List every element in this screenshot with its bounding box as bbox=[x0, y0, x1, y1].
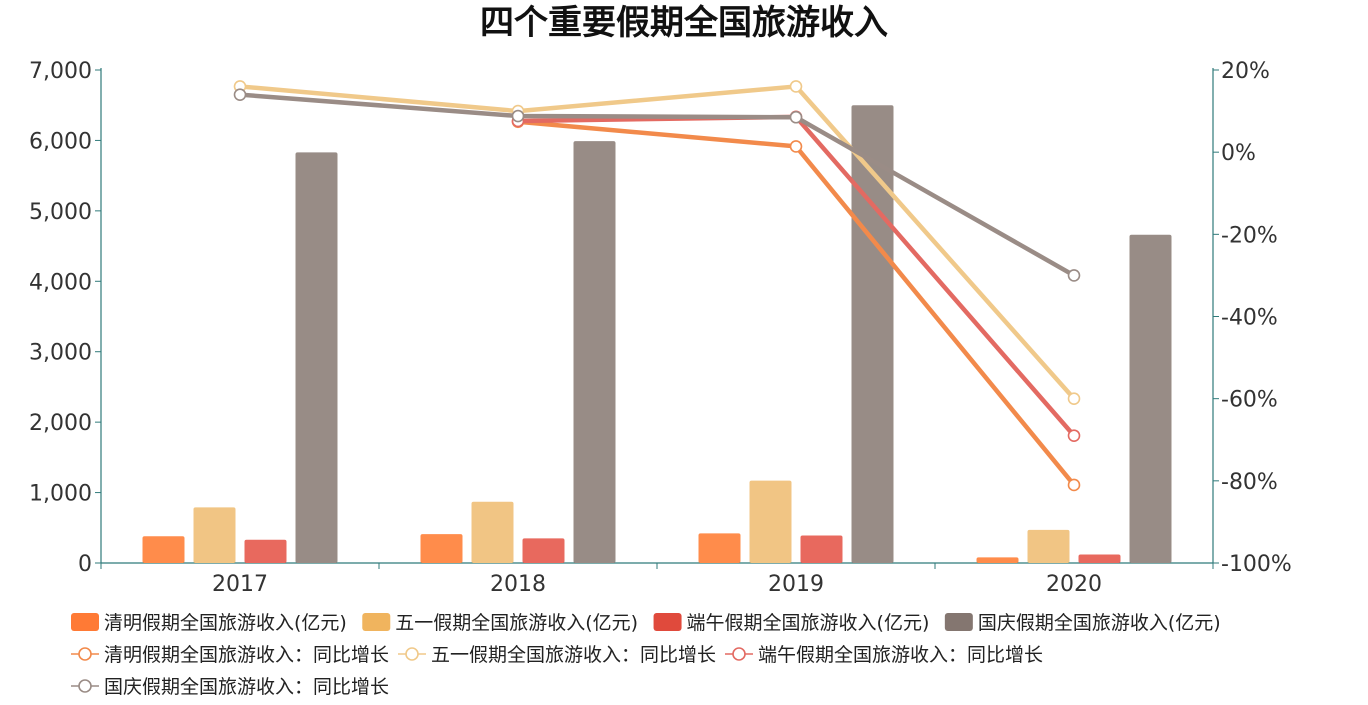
right-axis-tick-label: -20% bbox=[1221, 223, 1278, 248]
right-axis-tick-label: 20% bbox=[1221, 59, 1270, 84]
left-axis-tick-label: 6,000 bbox=[29, 129, 92, 154]
bar bbox=[1129, 234, 1172, 563]
line-point bbox=[511, 109, 525, 123]
bar bbox=[749, 480, 792, 563]
bar bbox=[295, 152, 338, 563]
legend-item[interactable]: 端午假期全国旅游收入：同比增长 bbox=[725, 644, 1043, 666]
x-axis-tick-label: 2020 bbox=[1046, 572, 1102, 597]
legend-label: 清明假期全国旅游收入(亿元) bbox=[104, 612, 347, 634]
legend-swatch bbox=[653, 613, 682, 631]
left-axis-tick-label: 1,000 bbox=[29, 482, 92, 507]
lines-group bbox=[233, 80, 1081, 492]
right-axis-tick-label: -100% bbox=[1221, 552, 1292, 577]
x-axis-tick-label: 2019 bbox=[768, 572, 824, 597]
legend-item[interactable]: 清明假期全国旅游收入(亿元) bbox=[71, 612, 347, 634]
bar bbox=[1027, 529, 1070, 563]
axes-group: 0 1,000 2,000 3,000 4,000 5,000 6,000 7,000 -100… bbox=[29, 59, 1292, 597]
legend-label: 清明假期全国旅游收入：同比增长 bbox=[104, 644, 389, 666]
x-axis-tick-label: 2018 bbox=[490, 572, 546, 597]
left-axis-tick-label: 5,000 bbox=[29, 200, 92, 225]
right-axis-tick-label: 0% bbox=[1221, 141, 1256, 166]
bar bbox=[420, 534, 463, 563]
legend-item[interactable]: 清明假期全国旅游收入：同比增长 bbox=[71, 644, 389, 666]
legend-label: 五一假期全国旅游收入(亿元) bbox=[395, 612, 638, 634]
line-point bbox=[233, 88, 247, 101]
line-point bbox=[789, 140, 803, 153]
legend-item[interactable]: 国庆假期全国旅游收入：同比增长 bbox=[71, 676, 389, 698]
legend-marker bbox=[405, 647, 419, 661]
left-axis-tick-label: 7,000 bbox=[29, 59, 92, 84]
bar bbox=[1078, 554, 1121, 563]
legend-marker bbox=[732, 647, 746, 661]
legend-label: 五一假期全国旅游收入：同比增长 bbox=[431, 644, 716, 666]
series-line bbox=[237, 84, 1077, 401]
x-axis-tick-label: 2017 bbox=[212, 572, 268, 597]
legend-marker bbox=[78, 647, 92, 661]
legend-swatch bbox=[71, 613, 99, 631]
left-axis-tick-label: 0 bbox=[78, 552, 92, 577]
bar bbox=[142, 536, 185, 563]
bar bbox=[471, 501, 514, 563]
bar bbox=[573, 141, 616, 563]
right-axis-tick-label: -40% bbox=[1221, 306, 1278, 331]
series-line bbox=[237, 92, 1077, 278]
legend-label: 端午假期全国旅游收入(亿元) bbox=[687, 612, 930, 634]
line-point bbox=[789, 110, 803, 124]
line-point bbox=[1067, 269, 1081, 282]
legend-swatch bbox=[362, 613, 391, 631]
legend-item[interactable]: 国庆假期全国旅游收入(亿元) bbox=[944, 612, 1221, 634]
left-axis-tick-label: 2,000 bbox=[29, 411, 92, 436]
bar bbox=[193, 507, 236, 563]
right-axis-tick-label: -60% bbox=[1221, 388, 1278, 413]
line-point bbox=[1067, 392, 1081, 405]
legend-label: 国庆假期全国旅游收入(亿元) bbox=[978, 612, 1221, 634]
bar bbox=[976, 557, 1019, 563]
legend-label: 端午假期全国旅游收入：同比增长 bbox=[758, 644, 1043, 666]
legend-marker bbox=[78, 679, 92, 693]
chart-title: 四个重要假期全国旅游收入 bbox=[480, 3, 888, 43]
legend-swatch bbox=[944, 613, 973, 631]
legend-item[interactable]: 端午假期全国旅游收入(亿元) bbox=[653, 612, 930, 634]
bar bbox=[698, 533, 741, 563]
bar bbox=[244, 539, 287, 563]
legend-group[interactable]: 清明假期全国旅游收入(亿元) 五一假期全国旅游收入(亿元) 端午假期全国旅游收入(亿… bbox=[71, 612, 1221, 698]
line-point bbox=[789, 80, 803, 93]
line-point bbox=[1067, 478, 1081, 492]
bar bbox=[522, 538, 565, 563]
right-axis-tick-label: -80% bbox=[1221, 470, 1278, 495]
left-axis-tick-label: 3,000 bbox=[29, 341, 92, 366]
legend-item[interactable]: 五一假期全国旅游收入：同比增长 bbox=[398, 644, 716, 666]
bar bbox=[800, 535, 843, 563]
legend-label: 国庆假期全国旅游收入：同比增长 bbox=[104, 676, 389, 698]
legend-item[interactable]: 五一假期全国旅游收入(亿元) bbox=[362, 612, 638, 634]
line-point bbox=[1067, 429, 1081, 442]
left-axis-tick-label: 4,000 bbox=[29, 270, 92, 295]
